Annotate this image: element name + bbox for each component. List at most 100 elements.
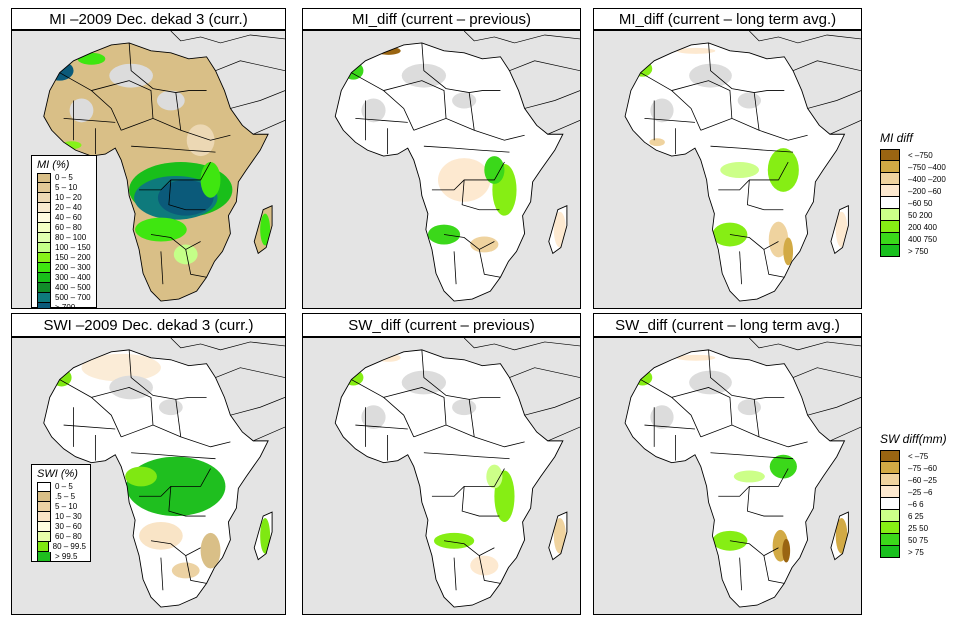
country-border	[185, 555, 207, 584]
country-border	[128, 42, 207, 93]
country-border	[423, 452, 510, 460]
data-region	[689, 370, 732, 395]
legend-label: 5 – 10	[55, 502, 78, 511]
legend-label: –6 6	[908, 499, 924, 509]
country-border	[468, 92, 475, 131]
country-border	[121, 424, 231, 448]
country-border	[700, 424, 808, 448]
panel-title: MI –2009 Dec. dekad 3 (curr.)	[11, 8, 286, 30]
legend-label: –75 –60	[908, 463, 937, 473]
legend-entry: –400 –200	[880, 173, 946, 185]
data-region	[484, 156, 505, 184]
thematic-layer	[343, 353, 566, 576]
country-border	[128, 349, 207, 400]
country-border	[413, 424, 525, 448]
data-region	[45, 60, 74, 81]
legend-swatch	[880, 233, 900, 245]
legend-label: 30 – 60	[55, 522, 82, 531]
panel-sw-diff-lta: SW_diff (current – long term avg.)	[593, 313, 862, 615]
country-border	[644, 117, 696, 123]
legend-entry: 10 – 30	[37, 512, 86, 522]
panel-title: SWI –2009 Dec. dekad 3 (curr.)	[11, 313, 286, 337]
country-border	[763, 249, 785, 278]
country-border	[710, 145, 794, 153]
neighbor-border	[170, 338, 285, 351]
legend-entry: > 700	[37, 303, 92, 308]
coastline	[624, 42, 849, 302]
neighbor-border	[509, 60, 580, 72]
data-region	[171, 562, 200, 579]
data-region	[452, 399, 477, 416]
country-border	[150, 540, 201, 557]
legend-label: 50 75	[908, 535, 929, 545]
legend-label: 60 – 80	[55, 532, 82, 541]
legend-entry: 200 400	[880, 221, 946, 233]
country-border	[175, 399, 182, 437]
legend-label: 40 – 60	[55, 213, 82, 222]
panel-title: MI_diff (current – long term avg.)	[593, 8, 862, 30]
data-region	[769, 454, 797, 479]
legend-entry: –75 –60	[880, 462, 947, 474]
country-border	[640, 72, 702, 131]
legend-label: –60 –25	[908, 475, 937, 485]
legend-swatch	[880, 534, 900, 546]
data-region	[125, 466, 157, 487]
country-border	[708, 42, 785, 93]
data-region	[135, 217, 187, 242]
mi-legend-title: MI (%)	[37, 159, 70, 171]
data-region	[712, 222, 748, 247]
africa-map	[624, 31, 861, 302]
legend-entry: 20 – 40	[37, 203, 92, 213]
legend-swatch	[880, 209, 900, 221]
land-mass	[335, 349, 567, 608]
panel-title: SW_diff (current – previous)	[302, 313, 581, 337]
neighbor-border	[524, 90, 580, 109]
country-border	[708, 349, 785, 400]
legend-label: –400 –200	[908, 174, 946, 184]
mi-diff-legend-title: MI diff	[880, 131, 913, 145]
data-region	[81, 353, 161, 382]
country-border	[718, 468, 789, 497]
country-border	[355, 424, 408, 430]
country-border	[671, 80, 733, 119]
legend-swatch	[880, 510, 900, 522]
data-region	[260, 518, 271, 554]
neighbor-border	[749, 338, 861, 351]
data-region	[139, 522, 183, 550]
country-border	[131, 145, 216, 153]
panel-mi-diff-lta: MI_diff (current – long term avg.)	[593, 8, 862, 309]
coastline	[624, 349, 849, 608]
panel-title: SW_diff (current – long term avg.)	[593, 313, 862, 337]
country-border	[468, 399, 475, 437]
thematic-layer	[45, 52, 271, 265]
legend-entry: 400 – 500	[37, 283, 92, 293]
legend-label: 500 – 700	[55, 293, 91, 302]
legend-entry: 50 200	[880, 209, 946, 221]
panel-mi-curr: MI –2009 Dec. dekad 3 (curr.) MI (%) 0 –…	[11, 8, 286, 309]
legend-swatch	[37, 522, 51, 532]
legend-swatch	[37, 502, 51, 512]
country-border	[478, 249, 501, 278]
country-border	[423, 145, 510, 153]
legend-label: –60 50	[908, 198, 933, 208]
map-sw-diff-lta	[593, 337, 862, 615]
neighbor-border	[829, 426, 861, 442]
neighbor-border	[547, 120, 580, 135]
country-border	[443, 540, 495, 557]
country-border	[729, 234, 779, 250]
country-border	[640, 379, 702, 438]
legend-swatch	[880, 498, 900, 510]
country-border	[746, 179, 784, 211]
country-border	[753, 399, 760, 437]
neighbor-border	[749, 31, 861, 44]
data-region	[173, 244, 198, 265]
country-border	[150, 234, 201, 250]
legend-label: 80 – 99.5	[52, 542, 86, 551]
legend-swatch	[37, 273, 51, 283]
legend-label: 0 – 5	[55, 173, 73, 182]
data-region	[737, 399, 761, 416]
legend-label: 200 400	[908, 222, 937, 232]
country-border	[671, 387, 733, 426]
sw-diff-legend: SW diff(mm) < –75 –75 –60 –60 –25 –25 –6 –6 …	[880, 432, 947, 558]
